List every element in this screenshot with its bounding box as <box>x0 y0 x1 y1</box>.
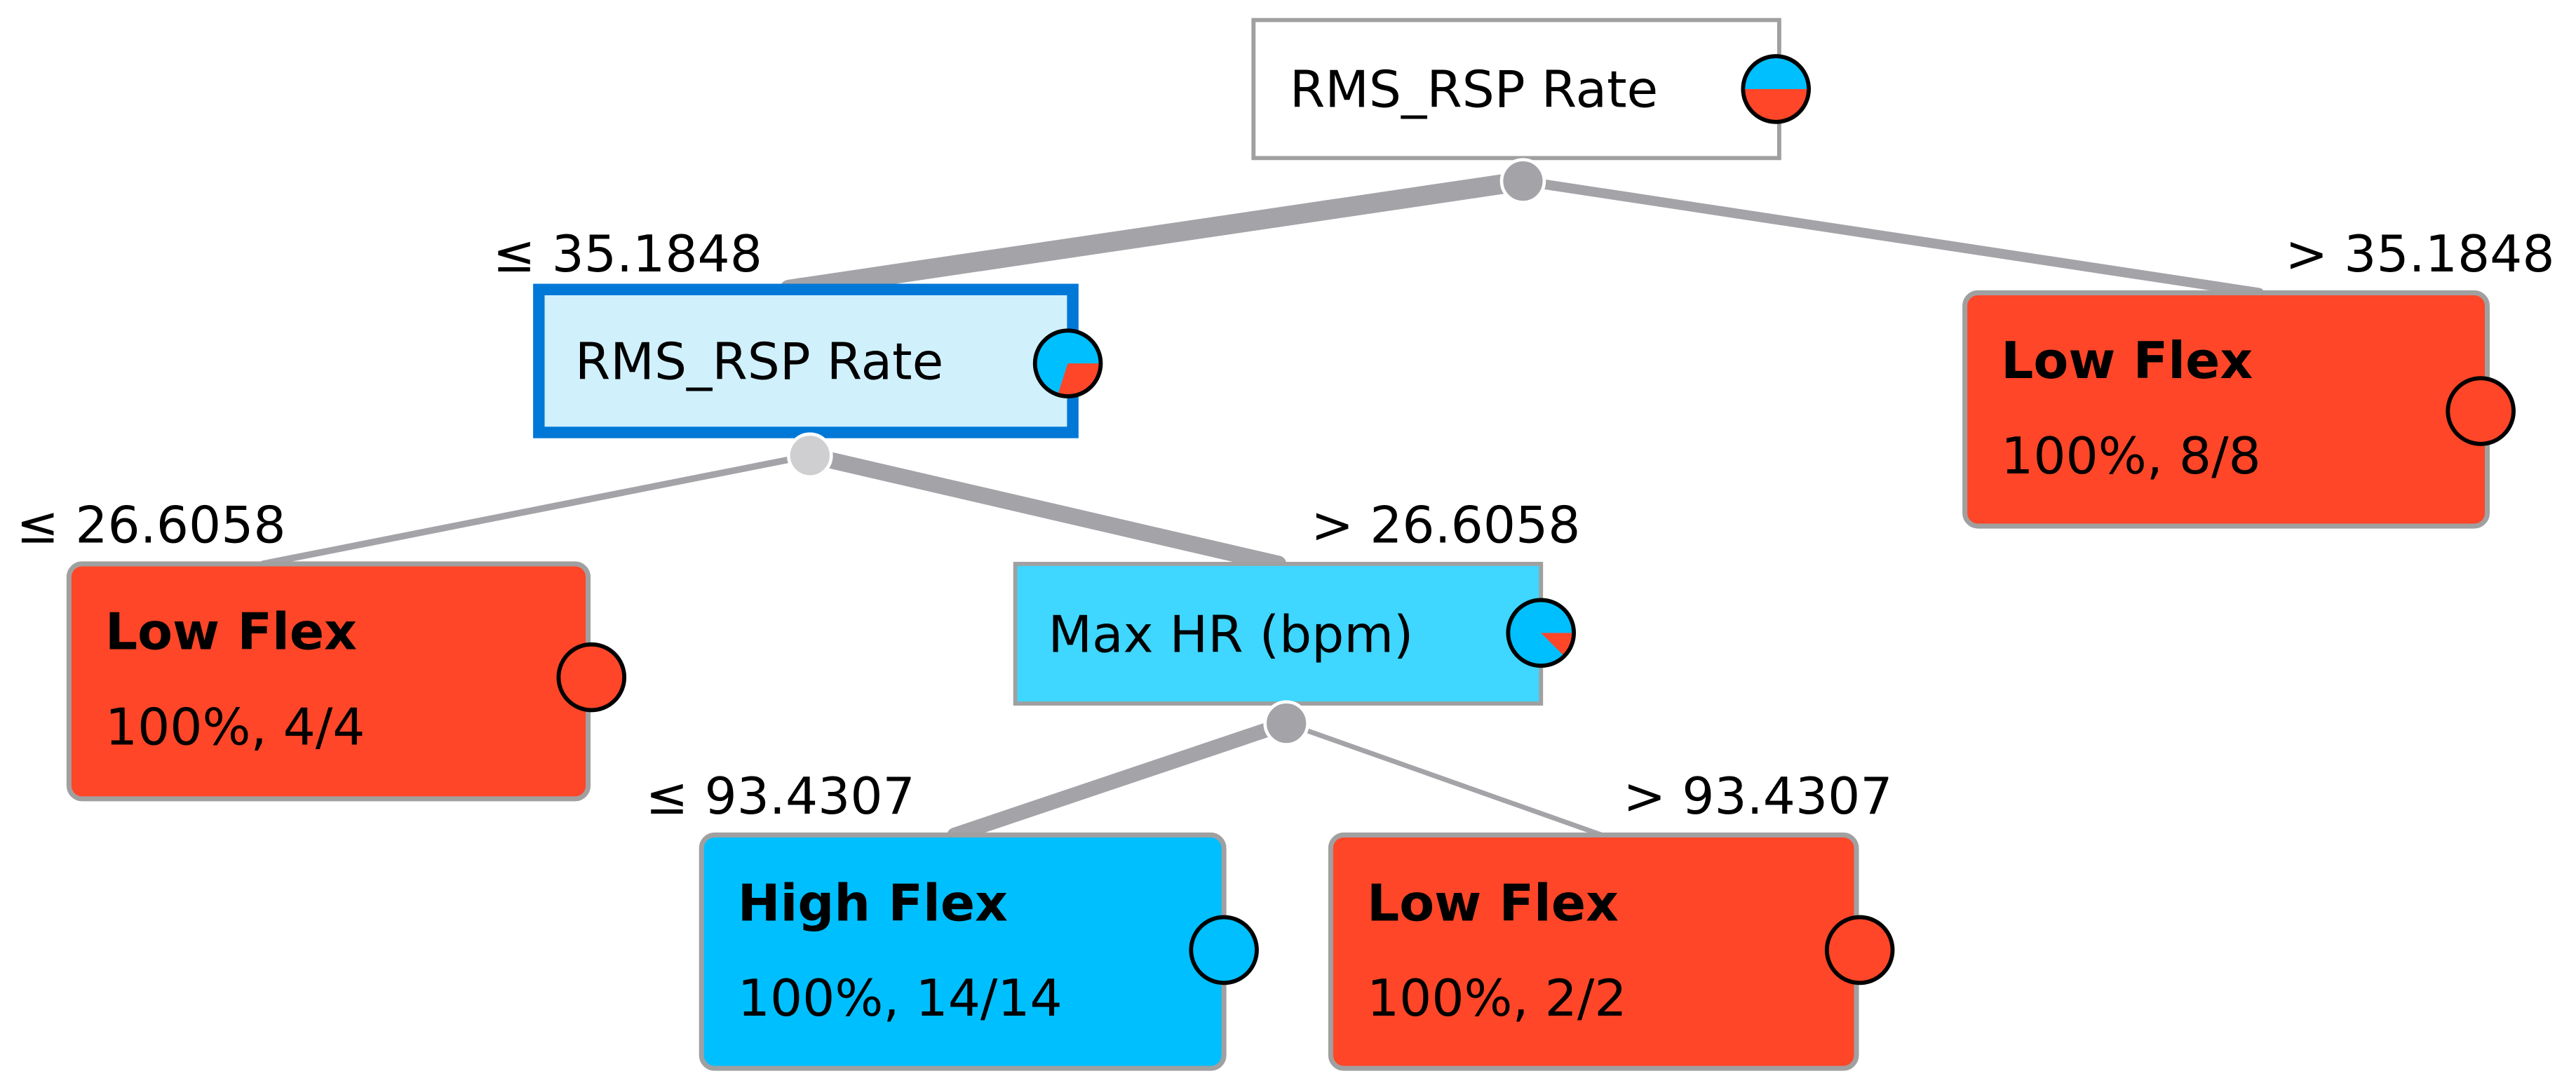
node-feature-label: RMS_RSP Rate <box>575 332 943 391</box>
split-condition-label: ≤ 35.1848 <box>493 225 762 284</box>
split-condition-label: ≤ 26.6058 <box>16 496 285 555</box>
node-box[interactable] <box>66 561 591 802</box>
split-node-n2[interactable]: Max HR (bpm) <box>1013 562 1577 746</box>
leaf-class-title: High Flex <box>738 874 1008 933</box>
split-condition-label: > 93.4307 <box>1623 767 1892 826</box>
node-box[interactable] <box>1962 290 2490 529</box>
leaf-summary: 100%, 2/2 <box>1367 969 1627 1028</box>
node-box[interactable] <box>1251 18 1781 161</box>
node-box[interactable] <box>533 283 1079 438</box>
class-distribution-pie-icon <box>1741 54 1811 124</box>
split-handle[interactable] <box>787 432 833 479</box>
leaf-summary: 100%, 4/4 <box>105 699 365 758</box>
class-distribution-pie-icon <box>1189 915 1259 985</box>
split-node-n1[interactable]: RMS_RSP Rate <box>533 283 1103 479</box>
class-distribution-pie-icon <box>2446 376 2516 446</box>
pie-slice <box>2446 376 2516 446</box>
split-handle[interactable] <box>1499 158 1546 204</box>
pie-slice <box>1189 915 1259 985</box>
pie-slice <box>1824 915 1895 985</box>
pie-slice <box>556 642 627 713</box>
leaf-node-leaf_low4[interactable]: Low Flex 100%, 4/4 <box>66 561 627 802</box>
pie-slice-low-flex <box>1058 363 1101 397</box>
leaf-class-title: Low Flex <box>2001 332 2253 391</box>
pie-outline <box>1032 328 1103 398</box>
class-distribution-pie-icon <box>1032 328 1103 398</box>
node-box[interactable] <box>1013 562 1544 706</box>
edge-n2-leaf_high <box>947 715 1294 842</box>
leaf-class-title: Low Flex <box>105 603 357 662</box>
class-distribution-pie-icon <box>1506 598 1577 668</box>
edges <box>259 171 2264 842</box>
pie-slice-low-flex <box>1541 633 1574 657</box>
leaf-class-title: Low Flex <box>1367 874 1619 933</box>
pie-slice-low-flex <box>1743 88 1809 122</box>
node-feature-label: Max HR (bpm) <box>1048 605 1413 664</box>
node-box[interactable] <box>1328 832 1859 1071</box>
edge-n2-leaf_low2 <box>1283 720 1605 837</box>
leaf-node-leaf_low2[interactable]: Low Flex 100%, 2/2 <box>1328 832 1895 1071</box>
leaf-node-leaf_right[interactable]: Low Flex 100%, 8/8 <box>1962 290 2516 529</box>
split-condition-label: > 35.1848 <box>2285 225 2554 284</box>
edge-root-leaf_right <box>1518 176 2264 298</box>
split-condition-label: > 26.6058 <box>1311 496 1580 555</box>
leaf-node-leaf_high[interactable]: High Flex 100%, 14/14 <box>699 832 1259 1071</box>
node-feature-label: RMS_RSP Rate <box>1290 61 1658 120</box>
pie-outline <box>1506 598 1577 668</box>
edge-n1-leaf_low4 <box>259 452 814 567</box>
class-distribution-pie-icon <box>1824 915 1895 985</box>
node-box[interactable] <box>699 832 1227 1071</box>
class-distribution-pie-icon <box>556 642 627 713</box>
split-node-root[interactable]: RMS_RSP Rate <box>1251 18 1811 204</box>
edge-n1-n2 <box>802 447 1287 572</box>
leaf-summary: 100%, 14/14 <box>738 969 1063 1028</box>
split-handle[interactable] <box>1263 700 1309 746</box>
leaf-summary: 100%, 8/8 <box>2001 427 2261 486</box>
pie-outline <box>1741 54 1811 124</box>
edge-root-n1 <box>779 171 1533 300</box>
split-condition-label: ≤ 93.4307 <box>646 767 915 826</box>
